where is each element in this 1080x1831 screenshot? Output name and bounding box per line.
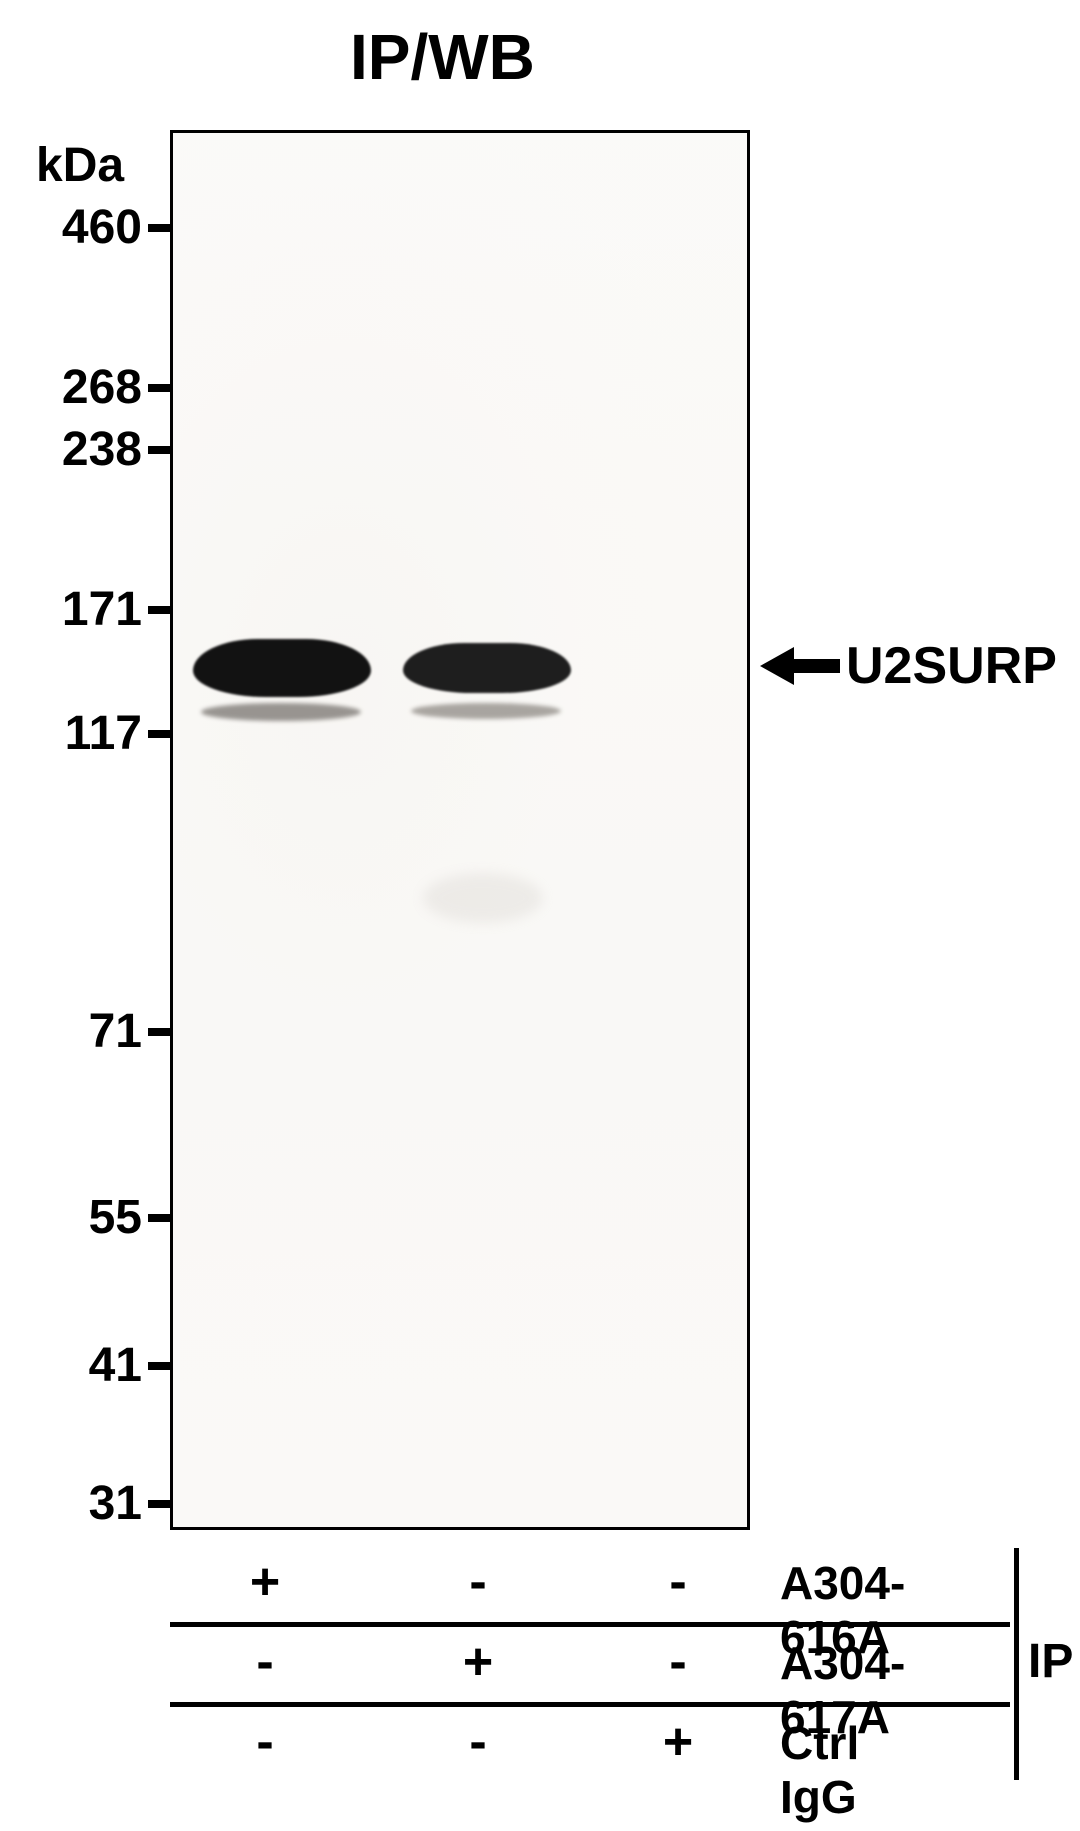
- target-band-arrow: U2SURP: [760, 636, 1057, 696]
- lane3-row3: +: [658, 1712, 698, 1772]
- band-lane2-main: [403, 643, 571, 693]
- band-lane1-main: [193, 639, 371, 697]
- blot-background: [173, 133, 747, 1527]
- mw-31: 31: [89, 1476, 142, 1531]
- mw-117-tick: [148, 730, 170, 738]
- mw-171-tick: [148, 606, 170, 614]
- target-protein-label: U2SURP: [846, 636, 1057, 696]
- mw-55-tick: [148, 1214, 170, 1222]
- table-rule-1: [170, 1622, 1010, 1627]
- mw-117: 117: [65, 706, 142, 761]
- band-lane1-faint: [201, 703, 361, 721]
- ip-group-rule: [1014, 1548, 1019, 1780]
- mw-268: 268: [62, 360, 142, 415]
- mw-268-tick: [148, 384, 170, 392]
- lane2-row3: -: [458, 1712, 498, 1772]
- lane1-row3: -: [245, 1712, 285, 1772]
- lane1-row2: -: [245, 1632, 285, 1692]
- kda-unit-label: kDa: [36, 138, 124, 193]
- lane3-row2: -: [658, 1632, 698, 1692]
- lane1-row1: +: [245, 1552, 285, 1612]
- lane3-row1: -: [658, 1552, 698, 1612]
- ip-group-label: IP: [1028, 1634, 1073, 1689]
- band-lane2-faint: [411, 703, 561, 719]
- figure-title: IP/WB: [350, 20, 535, 94]
- arrow-left-icon: [760, 641, 840, 691]
- mw-171: 171: [62, 582, 142, 637]
- mw-460: 460: [62, 200, 142, 255]
- mw-460-tick: [148, 224, 170, 232]
- mw-31-tick: [148, 1500, 170, 1508]
- mw-41-tick: [148, 1362, 170, 1370]
- mw-238-tick: [148, 446, 170, 454]
- blot-smudge: [423, 873, 543, 923]
- mw-71: 71: [89, 1004, 142, 1059]
- mw-71-tick: [148, 1028, 170, 1036]
- lane2-row1: -: [458, 1552, 498, 1612]
- mw-238: 238: [62, 422, 142, 477]
- mw-55: 55: [89, 1190, 142, 1245]
- mw-41: 41: [89, 1338, 142, 1393]
- table-rule-2: [170, 1702, 1010, 1707]
- lane2-row2: +: [458, 1632, 498, 1692]
- row3-label: Ctrl IgG: [780, 1716, 859, 1824]
- western-blot-membrane: [170, 130, 750, 1530]
